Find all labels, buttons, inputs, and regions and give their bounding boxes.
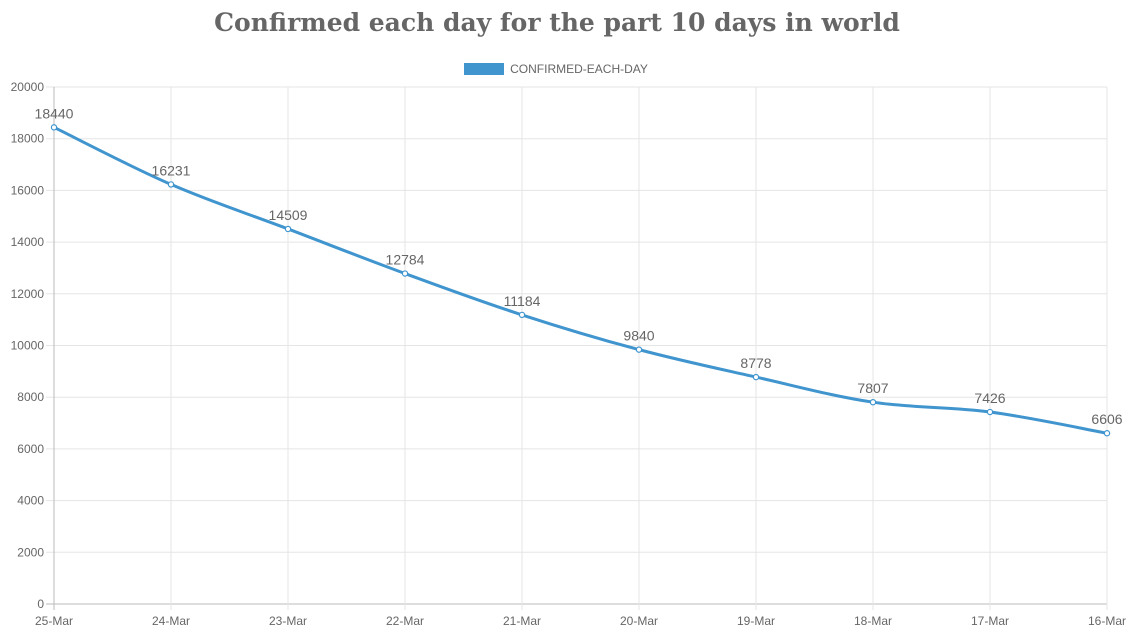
y-tick-label: 20000 [11,80,45,94]
legend[interactable]: CONFIRMED-EACH-DAY [0,62,1112,76]
series-group [50,124,1111,437]
x-tick-label: 25-Mar [35,614,73,628]
x-axis-ticks: 25-Mar 24-Mar 23-Mar 22-Mar 21-Mar 20-Mar 19-M… [35,614,1126,628]
data-label: 6606 [1091,411,1122,427]
x-tick-label: 21-Mar [503,614,541,628]
y-tick-label: 10000 [11,339,45,353]
data-labels: 18440 16231 14509 12784 11184 9840 8778 7807 742… [35,105,1123,427]
data-label: 16231 [152,162,191,178]
x-tick-label: 22-Mar [386,614,424,628]
data-label: 11184 [504,293,541,309]
y-tick-label: 16000 [11,183,45,197]
x-tick-label: 20-Mar [620,614,658,628]
y-tick-label: 6000 [17,442,44,456]
x-tick-label: 23-Mar [269,614,307,628]
data-point [869,398,877,406]
data-label: 14509 [269,207,308,223]
legend-swatch [464,63,505,75]
x-tick-label: 16-Mar [1088,614,1126,628]
y-tick-label: 4000 [17,494,44,508]
y-tick-label: 2000 [17,545,44,559]
data-label: 9840 [623,328,654,344]
x-tick-label: 19-Mar [737,614,775,628]
x-tick-label: 17-Mar [971,614,1009,628]
y-axis-ticks: 0 2000 4000 6000 8000 10000 12000 14000 16000 180… [11,80,45,611]
data-point [284,225,292,233]
y-tick-label: 8000 [17,390,44,404]
data-point [401,270,409,277]
data-point [752,373,760,381]
grid-lines [46,86,1108,610]
data-label: 8778 [740,355,771,371]
y-tick-label: 0 [37,597,44,611]
y-tick-label: 14000 [11,235,45,249]
series-line [53,125,1108,435]
x-tick-label: 24-Mar [152,614,190,628]
data-label: 7426 [974,390,1005,406]
y-tick-label: 12000 [11,287,45,301]
data-point [167,181,175,188]
chart-title: Confirmed each day for the part 10 days … [214,8,900,37]
x-tick-label: 18-Mar [854,614,892,628]
data-point [635,346,643,353]
data-point [50,124,58,131]
data-point [518,311,526,319]
y-tick-label: 18000 [11,132,45,146]
legend-label: CONFIRMED-EACH-DAY [510,62,648,76]
data-label: 7807 [857,380,888,396]
data-label: 12784 [386,252,425,268]
data-point [1103,430,1111,437]
data-point [986,408,994,416]
data-label: 18440 [35,105,74,121]
